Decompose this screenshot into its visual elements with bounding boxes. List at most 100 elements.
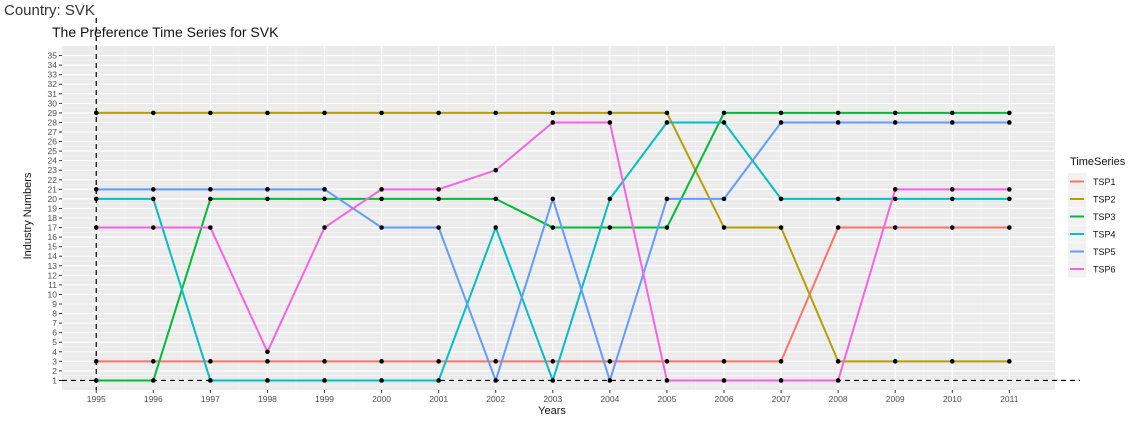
data-point-tsp1 — [721, 359, 727, 364]
data-point-tsp3 — [607, 225, 613, 230]
y-tick-label: 14 — [48, 251, 58, 261]
y-tick-label: 2 — [52, 366, 57, 376]
data-point-tsp2 — [93, 110, 99, 116]
y-tick-label: 27 — [48, 127, 58, 137]
x-tick-label: 1998 — [258, 394, 277, 404]
y-tick-label: 21 — [48, 184, 58, 194]
data-point-tsp1 — [664, 359, 670, 364]
x-tick-label: 2010 — [943, 394, 962, 404]
data-point-tsp4 — [550, 378, 556, 383]
x-axis: 1995 1996 1997 1998 1999 2000 2001 2002 2003 2004… — [87, 390, 1019, 404]
data-point-tsp6 — [778, 378, 784, 383]
data-point-tsp6 — [208, 225, 213, 230]
data-point-tsp6 — [949, 187, 955, 192]
y-tick-label: 11 — [48, 280, 57, 290]
data-point-tsp4 — [322, 378, 327, 383]
data-point-tsp3 — [664, 225, 670, 230]
data-point-tsp5 — [778, 120, 784, 125]
data-point-tsp2 — [493, 110, 499, 116]
y-tick-label: 8 — [52, 309, 57, 319]
data-point-tsp1 — [892, 225, 898, 230]
y-axis-label: Industry Numbers — [22, 172, 34, 259]
y-tick-label: 28 — [48, 117, 58, 127]
data-point-tsp6 — [265, 349, 270, 355]
data-point-tsp6 — [721, 378, 727, 383]
y-tick-label: 20 — [48, 194, 58, 204]
data-point-tsp2 — [550, 110, 556, 116]
data-point-tsp2 — [208, 110, 213, 116]
data-point-tsp6 — [436, 187, 441, 192]
x-tick-label: 2000 — [372, 394, 391, 404]
x-tick-label: 2011 — [1000, 394, 1019, 404]
x-tick-label: 2006 — [715, 394, 734, 404]
data-point-tsp1 — [949, 225, 955, 230]
y-tick-label: 26 — [48, 137, 58, 147]
data-point-tsp6 — [379, 187, 384, 192]
y-tick-label: 23 — [48, 165, 58, 175]
data-point-tsp3 — [550, 225, 556, 230]
y-tick-label: 33 — [48, 70, 58, 80]
series-points — [93, 110, 1012, 383]
data-point-tsp1 — [93, 359, 99, 364]
data-point-tsp4 — [607, 196, 613, 202]
y-axis: 1234567891011121314151617181920212223242… — [48, 51, 62, 385]
data-point-tsp5 — [721, 196, 727, 202]
y-tick-label: 25 — [48, 146, 58, 156]
data-point-tsp4 — [436, 378, 441, 383]
legend: TimeSeries TSP1 TSP2 TSP3 TSP4 TSP5 TSP6 — [1068, 156, 1126, 278]
legend-label-tsp3: TSP3 — [1093, 212, 1116, 222]
data-point-tsp6 — [93, 225, 99, 230]
data-point-tsp5 — [151, 187, 156, 192]
y-tick-label: 5 — [52, 337, 57, 347]
data-point-tsp2 — [379, 110, 384, 116]
data-point-tsp5 — [607, 378, 613, 383]
y-tick-label: 24 — [48, 156, 58, 166]
data-point-tsp5 — [949, 120, 955, 125]
data-point-tsp2 — [607, 110, 613, 116]
data-point-tsp6 — [1007, 187, 1012, 192]
y-tick-label: 6 — [52, 328, 57, 338]
data-point-tsp3 — [892, 110, 898, 116]
data-point-tsp1 — [778, 359, 784, 364]
y-tick-label: 19 — [48, 203, 58, 213]
data-point-tsp3 — [493, 196, 499, 202]
data-point-tsp1 — [265, 359, 270, 364]
x-tick-label: 1999 — [315, 394, 334, 404]
data-point-tsp6 — [550, 120, 556, 125]
data-point-tsp3 — [265, 196, 270, 202]
data-point-tsp4 — [1007, 196, 1012, 202]
data-point-tsp3 — [379, 196, 384, 202]
data-point-tsp2 — [151, 110, 156, 116]
data-point-tsp5 — [93, 187, 99, 192]
legend-label-tsp4: TSP4 — [1093, 230, 1116, 240]
data-point-tsp1 — [151, 359, 156, 364]
x-axis-label: Years — [538, 405, 566, 417]
data-point-tsp5 — [265, 187, 270, 192]
data-point-tsp6 — [493, 167, 499, 173]
data-point-tsp4 — [151, 196, 156, 202]
data-point-tsp4 — [208, 378, 213, 383]
data-point-tsp4 — [778, 196, 784, 202]
data-point-tsp1 — [607, 359, 613, 364]
data-point-tsp1 — [436, 359, 441, 364]
data-point-tsp2 — [265, 110, 270, 116]
data-point-tsp6 — [664, 378, 670, 383]
data-point-tsp5 — [208, 187, 213, 192]
y-tick-label: 22 — [48, 175, 58, 185]
data-point-tsp5 — [835, 120, 841, 125]
y-tick-label: 35 — [48, 51, 58, 61]
y-tick-label: 17 — [48, 223, 58, 233]
data-point-tsp3 — [721, 110, 727, 116]
legend-label-tsp5: TSP5 — [1093, 247, 1116, 257]
data-point-tsp1 — [208, 359, 213, 364]
data-point-tsp4 — [664, 120, 670, 125]
y-tick-label: 15 — [48, 242, 58, 252]
data-point-tsp3 — [949, 110, 955, 116]
data-point-tsp6 — [835, 378, 841, 383]
data-point-tsp4 — [892, 196, 898, 202]
data-point-tsp1 — [379, 359, 384, 364]
y-tick-label: 34 — [48, 60, 58, 70]
data-point-tsp1 — [550, 359, 556, 364]
data-point-tsp4 — [493, 225, 499, 230]
